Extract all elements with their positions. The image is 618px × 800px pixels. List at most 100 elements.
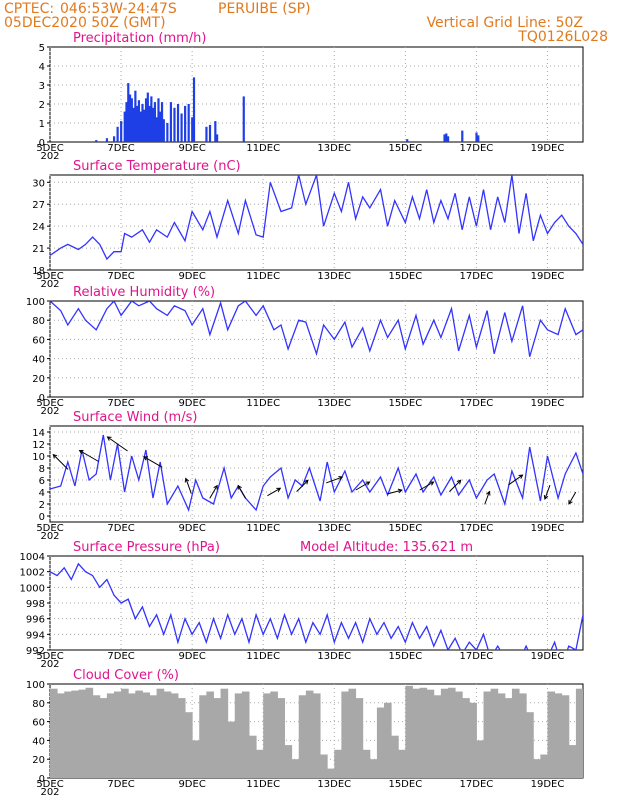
- x-tick-label: 11DEC: [246, 271, 280, 282]
- wind-arrow-head: [397, 488, 403, 494]
- cloud-bar: [412, 688, 421, 778]
- precip-bar: [180, 113, 183, 142]
- y-tick-label: 0: [39, 774, 45, 785]
- cloud-bar: [71, 690, 79, 778]
- wind-arrow-shaft: [143, 456, 163, 468]
- cloud-bar: [476, 740, 485, 778]
- y-tick-label: 20: [32, 755, 45, 766]
- y-tick-label: 40: [32, 736, 45, 747]
- y-tick-label: 6: [39, 476, 45, 487]
- x-tick-label: 7DEC: [107, 398, 134, 409]
- cloud-bar: [156, 688, 165, 778]
- wind-arrow-shaft: [544, 484, 551, 500]
- precip-bar: [166, 123, 169, 142]
- y-tick-label: 0: [39, 393, 45, 404]
- precip-bar: [136, 105, 139, 142]
- cloud-bar: [121, 688, 129, 778]
- cloud-bar: [192, 740, 200, 778]
- cloud-bar: [64, 691, 72, 778]
- y-tick-label: 100: [26, 680, 45, 691]
- cloud-bar: [185, 712, 193, 778]
- city-label: PERUIBE (SP): [218, 1, 311, 17]
- precip-bar: [169, 102, 173, 142]
- cloud-bar: [149, 695, 158, 778]
- x-year-stub: 202: [40, 151, 59, 162]
- cloud-bar: [170, 693, 179, 778]
- x-tick-label: 9DEC: [178, 271, 205, 282]
- y-tick-label: 20: [32, 374, 45, 385]
- cloud-bar: [248, 735, 257, 778]
- temp-series-line: [50, 175, 583, 261]
- plot-frame: [49, 174, 584, 271]
- y-tick-label: 60: [32, 335, 45, 346]
- precip-bar: [214, 121, 217, 142]
- wind-arrow: [78, 449, 99, 462]
- precip-bar: [116, 126, 119, 142]
- x-tick-label: 9DEC: [178, 523, 205, 534]
- y-tick-label: 30: [32, 178, 45, 189]
- cloud-bar: [469, 702, 477, 778]
- wind-arrow-head: [303, 479, 309, 485]
- wind-arrow: [568, 491, 577, 505]
- x-tick-label: 11DEC: [246, 779, 280, 790]
- wind-arrow: [184, 477, 192, 494]
- y-tick-label: 5: [39, 43, 45, 54]
- x-tick-label: 17DEC: [460, 143, 494, 154]
- wind-arrow-head: [213, 484, 218, 490]
- wind-arrow-head: [486, 490, 491, 496]
- y-tick-label: 100: [26, 297, 45, 308]
- panel-title: Relative Humidity (%): [73, 285, 215, 300]
- cloud-bar: [526, 712, 534, 778]
- precip-bar: [153, 102, 157, 142]
- precip-bar: [187, 104, 190, 142]
- wind-arrow-shaft: [237, 485, 247, 499]
- source-label: CPTEC:: [4, 1, 54, 17]
- precip-bar: [216, 134, 219, 142]
- x-tick-label: 17DEC: [460, 779, 494, 790]
- cloud-bar: [106, 693, 115, 778]
- precip-bar: [475, 132, 478, 142]
- wind-arrow-shaft: [52, 454, 69, 470]
- precip-bar: [130, 98, 133, 142]
- wind-arrow-shaft: [419, 481, 434, 491]
- y-tick-label: 4: [39, 488, 45, 499]
- y-tick-label: 24: [32, 222, 45, 233]
- cloud-bar: [369, 759, 378, 778]
- y-tick-label: 1002: [20, 568, 45, 579]
- cloud-bar: [447, 687, 456, 778]
- x-tick-label: 15DEC: [388, 779, 422, 790]
- x-tick-label: 13DEC: [317, 523, 351, 534]
- precip-bar: [139, 111, 142, 142]
- wind-arrow-shaft: [267, 487, 281, 497]
- cloud-bar: [334, 749, 342, 778]
- cloud-bar: [384, 702, 392, 778]
- precip-bar: [134, 90, 137, 142]
- cloud-bar: [504, 698, 513, 778]
- wind-arrow-head: [456, 479, 462, 485]
- wind-arrow-head: [338, 476, 344, 481]
- cloud-bar: [511, 688, 520, 778]
- panel-precip: 5DEC 7DEC 9DEC 11DEC 13DEC 15DEC 17DEC 19DEC202…: [36, 31, 584, 162]
- cloud-bar: [320, 754, 328, 778]
- precip-bar: [146, 92, 149, 142]
- cloud-bar: [419, 687, 428, 778]
- wind-arrow-head: [568, 499, 573, 505]
- wind-arrow-head: [52, 453, 58, 459]
- x-tick-label: 17DEC: [460, 523, 494, 534]
- cloud-bar: [135, 690, 143, 778]
- precip-bar: [191, 117, 194, 142]
- cloud-bar: [376, 707, 385, 778]
- plot-frame: [49, 300, 584, 398]
- x-tick-label: 7DEC: [107, 779, 134, 790]
- y-tick-label: 10: [32, 452, 45, 463]
- cloud-bar: [561, 695, 570, 778]
- cloud-bar: [327, 768, 335, 778]
- x-tick-label: 17DEC: [460, 651, 494, 662]
- cloud-bar: [519, 693, 527, 778]
- y-tick-label: 27: [32, 200, 45, 211]
- precip-bar: [137, 100, 141, 142]
- precip-bar: [141, 104, 144, 142]
- x-tick-label: 7DEC: [107, 651, 134, 662]
- cloud-bar: [405, 685, 413, 778]
- panel-series: [50, 301, 583, 357]
